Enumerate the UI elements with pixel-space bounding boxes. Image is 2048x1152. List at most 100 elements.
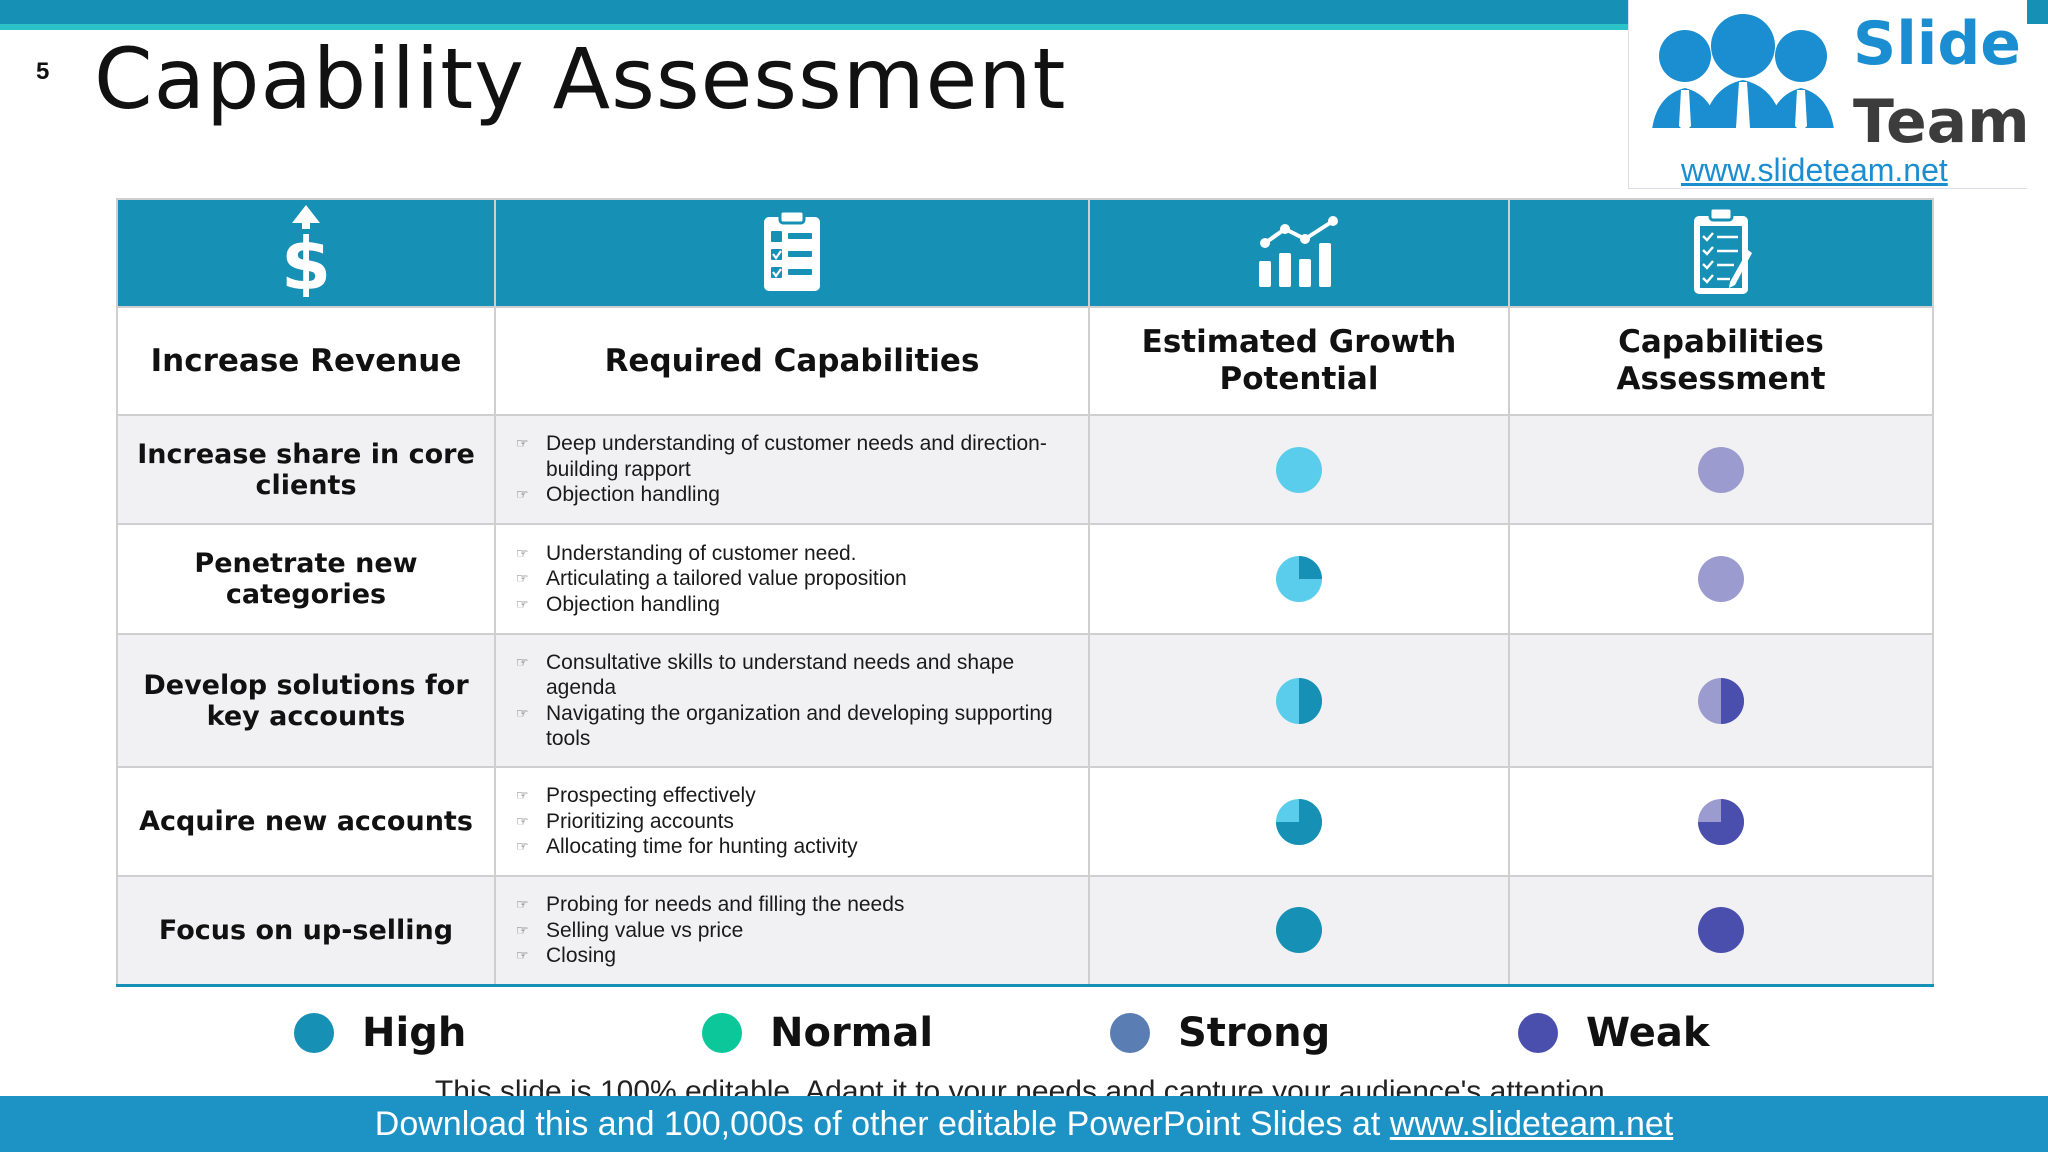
list-item: ☞ Selling value vs price bbox=[516, 918, 744, 942]
table-row: Acquire new accounts ☞ Prospecting effect… bbox=[116, 766, 1934, 877]
capabilities-cell: ☞ Probing for needs and filling the needs… bbox=[494, 875, 1090, 987]
dollar-icon: $ bbox=[281, 205, 331, 306]
legend-dot-normal bbox=[702, 1013, 742, 1053]
list-item: ☞ Articulating a tailored value propositi… bbox=[516, 567, 907, 591]
pointing-hand-icon: ☞ bbox=[516, 921, 529, 938]
download-text: Download this and 100,000s of other edit… bbox=[374, 1105, 1390, 1143]
pointing-hand-icon: ☞ bbox=[516, 570, 529, 587]
legend-label-strong: Strong bbox=[1178, 1010, 1331, 1056]
list-item: ☞ Consultative skills to understand needs… bbox=[516, 650, 1015, 700]
growth-chart-icon bbox=[1259, 216, 1338, 287]
assessment-rating-pie bbox=[1698, 798, 1744, 845]
icon-cell-growth bbox=[1088, 198, 1510, 308]
list-item: ☞ Deep understanding of customer needs an… bbox=[516, 432, 1047, 481]
slideteam-logo: Slide Team www.slideteam.net bbox=[1628, 0, 2030, 189]
growth-rating-pie bbox=[1276, 446, 1322, 493]
list-item: ☞ Prospecting effectively bbox=[516, 784, 756, 808]
assessment-rating-pie bbox=[1698, 446, 1744, 493]
logo-url-link[interactable]: www.slideteam.net bbox=[1681, 152, 1948, 188]
legend-dot-high bbox=[294, 1013, 334, 1053]
assessment-rating-pie bbox=[1698, 907, 1744, 954]
capabilities-cell: ☞ Understanding of customer need. ☞ Articu… bbox=[494, 523, 1090, 635]
list-item: ☞ Understanding of customer need. bbox=[516, 541, 857, 565]
logo-word-team: Team bbox=[1853, 87, 2030, 157]
capabilities-cell: ☞ Deep understanding of customer needs an… bbox=[494, 414, 1090, 525]
people-logo-icon bbox=[1652, 14, 1834, 128]
growth-rating-pie bbox=[1276, 907, 1322, 954]
assessment-cell bbox=[1508, 523, 1934, 635]
clipboard-list-icon bbox=[764, 209, 820, 291]
pointing-hand-icon: ☞ bbox=[516, 838, 529, 855]
pie-slice bbox=[1299, 556, 1322, 579]
table-row: Penetrate new categories ☞ Understanding … bbox=[116, 523, 1934, 635]
assessment-cell bbox=[1508, 875, 1934, 987]
assessment-cell bbox=[1508, 766, 1934, 877]
row-label: Develop solutions for key accounts bbox=[116, 633, 496, 768]
list-item: ☞ Objection handling bbox=[516, 483, 720, 507]
pie-base bbox=[1698, 446, 1744, 493]
checklist-icon bbox=[1694, 206, 1752, 294]
row-label: Penetrate new categories bbox=[116, 523, 496, 635]
header-estimated-growth: Estimated Growth Potential bbox=[1088, 306, 1510, 416]
logo-word-slide: Slide bbox=[1853, 9, 2021, 79]
row-label: Focus on up-selling bbox=[116, 875, 496, 987]
header-required-capabilities: Required Capabilities bbox=[494, 306, 1090, 416]
row-label: Increase share in core clients bbox=[116, 414, 496, 525]
growth-rating-pie bbox=[1276, 677, 1322, 724]
table-row: Focus on up-selling ☞ Probing for needs a… bbox=[116, 875, 1934, 987]
download-banner: Download this and 100,000s of other edit… bbox=[0, 1096, 2048, 1152]
assessment-cell bbox=[1508, 633, 1934, 768]
list-item: ☞ Navigating the organization and develop… bbox=[516, 701, 1053, 751]
growth-rating-pie bbox=[1276, 798, 1322, 845]
capabilities-cell: ☞ Prospecting effectively ☞ Prioritizing a… bbox=[494, 766, 1090, 877]
pie-slice bbox=[1276, 798, 1322, 845]
growth-cell bbox=[1088, 766, 1510, 877]
growth-cell bbox=[1088, 875, 1510, 987]
download-link[interactable]: www.slideteam.net bbox=[1389, 1105, 1674, 1143]
growth-cell bbox=[1088, 633, 1510, 768]
list-item: ☞ Allocating time for hunting activity bbox=[516, 835, 858, 859]
list-item: ☞ Objection handling bbox=[516, 592, 720, 616]
assessment-rating-pie bbox=[1698, 677, 1744, 724]
assessment-cell bbox=[1508, 414, 1934, 525]
capabilities-cell: ☞ Consultative skills to understand needs… bbox=[494, 633, 1090, 768]
pie-base bbox=[1698, 556, 1744, 602]
top-accent-line bbox=[0, 24, 1630, 30]
header-capabilities-assessment: Capabilities Assessment bbox=[1508, 306, 1934, 416]
svg-text:$: $ bbox=[281, 222, 331, 297]
pie-base bbox=[1276, 446, 1322, 493]
pointing-hand-icon: ☞ bbox=[516, 787, 529, 804]
pie-slice bbox=[1698, 798, 1744, 845]
pointing-hand-icon: ☞ bbox=[516, 653, 529, 670]
pointing-hand-icon: ☞ bbox=[516, 595, 529, 612]
assessment-rating-pie bbox=[1698, 556, 1744, 602]
legend-label-weak: Weak bbox=[1586, 1010, 1710, 1056]
table-row: Develop solutions for key accounts ☞ Cons… bbox=[116, 633, 1934, 768]
pointing-hand-icon: ☞ bbox=[516, 486, 529, 503]
icon-header-row: $ bbox=[116, 198, 1934, 308]
pointing-hand-icon: ☞ bbox=[516, 435, 529, 452]
legend-label-normal: Normal bbox=[770, 1010, 934, 1056]
pie-slice bbox=[1721, 677, 1744, 724]
icon-cell-capabilities bbox=[494, 198, 1090, 308]
list-item: ☞ Probing for needs and filling the needs bbox=[516, 893, 905, 916]
pointing-hand-icon: ☞ bbox=[516, 704, 529, 721]
capability-table: $ bbox=[116, 198, 1934, 987]
icon-cell-revenue: $ bbox=[116, 198, 496, 308]
icon-cell-assessment bbox=[1508, 198, 1934, 308]
list-item: ☞ Prioritizing accounts bbox=[516, 809, 734, 833]
pie-slice bbox=[1299, 677, 1322, 724]
column-header-row: Increase Revenue Required Capabilities E… bbox=[116, 306, 1934, 416]
row-label: Acquire new accounts bbox=[116, 766, 496, 877]
legend-dot-strong bbox=[1110, 1013, 1150, 1053]
slide-title: Capability Assessment bbox=[94, 30, 1067, 128]
pie-base bbox=[1276, 907, 1322, 954]
growth-cell bbox=[1088, 523, 1510, 635]
legend-label-high: High bbox=[362, 1010, 467, 1056]
slide-number: 5 bbox=[36, 58, 50, 85]
pointing-hand-icon: ☞ bbox=[516, 896, 529, 912]
table-row: Increase share in core clients ☞ Deep und… bbox=[116, 414, 1934, 525]
growth-cell bbox=[1088, 414, 1510, 525]
legend-dot-weak bbox=[1518, 1013, 1558, 1053]
pointing-hand-icon: ☞ bbox=[516, 812, 529, 829]
